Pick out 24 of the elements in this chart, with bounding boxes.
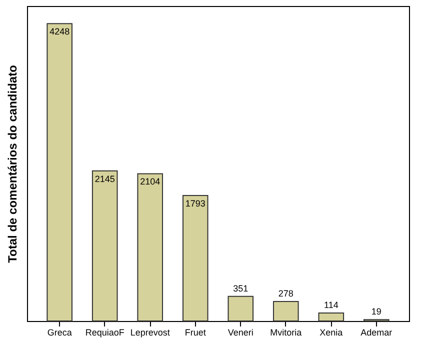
data-label: 351 — [233, 283, 248, 294]
bar — [273, 301, 299, 322]
bar — [228, 296, 254, 322]
x-tick-label: RequiaoF — [85, 328, 125, 338]
x-tick-label: Greca — [47, 328, 72, 338]
data-label: 2104 — [140, 176, 160, 187]
data-label: 4248 — [50, 26, 70, 37]
bar — [318, 312, 344, 322]
data-label: 278 — [278, 288, 294, 299]
bar — [137, 173, 163, 322]
data-label: 19 — [371, 306, 382, 317]
data-label: 1793 — [185, 198, 206, 208]
bar — [46, 23, 72, 322]
data-label: 114 — [324, 300, 338, 310]
x-tick-label: Leprevost — [130, 328, 170, 338]
data-label: 2145 — [94, 174, 115, 184]
bar — [182, 194, 208, 322]
bar — [92, 170, 118, 322]
x-tick-label: Veneri — [228, 328, 254, 338]
y-axis-title: Total de comentários do candidato — [6, 65, 20, 263]
x-tick-label: Ademar — [360, 328, 392, 338]
x-tick-label: Fruet — [184, 328, 206, 338]
x-tick-label: Xenia — [320, 328, 343, 338]
x-tick-label: Mvitoria — [270, 328, 302, 338]
